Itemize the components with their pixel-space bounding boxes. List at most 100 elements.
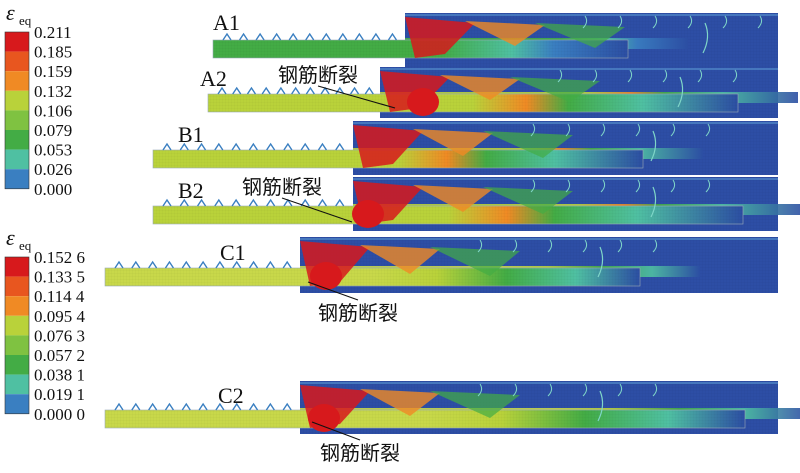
- legend-bottom-tick-label: 0.152 6: [34, 248, 85, 267]
- specimen-label: C2: [218, 383, 244, 408]
- legend-top-tick-label: 0.000: [34, 180, 72, 199]
- fracture-zone: [352, 200, 384, 228]
- specimen-label: C1: [220, 240, 246, 265]
- support-marker: [261, 86, 271, 95]
- legend-top-tick-label: 0.211: [34, 23, 72, 42]
- support-marker: [338, 32, 348, 41]
- support-marker: [181, 260, 191, 269]
- legend-bottom-tick-label: 0.076 3: [34, 326, 85, 345]
- support-marker: [232, 402, 242, 411]
- legend-top-subscript: eq: [19, 13, 32, 28]
- support-marker: [282, 260, 292, 269]
- support-marker: [300, 198, 310, 207]
- specimen-label: A1: [213, 10, 240, 35]
- legend-top-swatch: [5, 32, 29, 52]
- support-marker: [283, 142, 293, 151]
- specimen-label: B1: [178, 122, 204, 147]
- legend-bottom-swatch: [5, 374, 29, 395]
- support-marker: [215, 402, 225, 411]
- model-c2: C2 钢筋断裂: [104, 381, 800, 465]
- legend-bottom-swatch: [5, 276, 29, 297]
- support-marker: [305, 32, 315, 41]
- legend-top-swatch: [5, 110, 29, 130]
- legend-top-swatch: [5, 149, 29, 170]
- support-marker: [317, 142, 328, 151]
- legend-top-swatch: [5, 169, 29, 189]
- support-marker: [164, 402, 175, 411]
- legend-bottom-swatch: [5, 296, 29, 316]
- support-marker: [238, 32, 249, 41]
- support-marker: [387, 32, 398, 41]
- support-marker: [265, 402, 275, 411]
- support-marker: [131, 402, 141, 411]
- model-a1: A1: [212, 10, 778, 67]
- legend-top-tick-label: 0.185: [34, 43, 72, 62]
- legend-top-tick-label: 0.026: [34, 160, 72, 179]
- support-marker: [255, 32, 265, 41]
- legend-bottom-swatch: [5, 315, 29, 336]
- support-marker: [231, 142, 241, 151]
- support-marker: [215, 260, 225, 269]
- legend-top-swatch: [5, 130, 29, 150]
- fracture-leader-line: [307, 281, 359, 301]
- support-marker: [265, 260, 275, 269]
- support-marker: [335, 198, 345, 207]
- legend-top-tick-label: 0.106: [34, 101, 72, 120]
- support-marker: [164, 260, 175, 269]
- support-marker: [179, 198, 189, 207]
- fracture-label: 钢筋断裂: [278, 63, 358, 87]
- legend-bottom-subscript: eq: [19, 238, 32, 253]
- legend-bottom-tick-label: 0.114 4: [34, 287, 85, 306]
- support-marker: [148, 402, 158, 411]
- support-marker: [266, 198, 276, 207]
- legend-bottom-tick-label: 0.057 2: [34, 346, 85, 365]
- fracture-leader-line: [311, 421, 361, 441]
- support-marker: [248, 402, 259, 411]
- support-marker: [246, 86, 257, 95]
- support-marker: [131, 260, 141, 269]
- support-marker: [300, 142, 310, 151]
- legend-top-symbol: ε: [6, 0, 15, 25]
- support-marker: [288, 32, 298, 41]
- legend-bottom-swatch: [5, 355, 29, 375]
- support-marker: [349, 86, 360, 95]
- damage-zone: [353, 125, 423, 168]
- support-marker: [196, 142, 207, 151]
- fracture-zone: [310, 262, 342, 290]
- support-marker: [232, 86, 242, 95]
- model-c1: C1 钢筋断裂: [104, 237, 778, 325]
- support-marker: [248, 142, 258, 151]
- support-marker: [248, 260, 259, 269]
- support-marker: [214, 142, 224, 151]
- support-marker: [114, 260, 124, 269]
- legend-top-tick-label: 0.159: [34, 62, 72, 81]
- fracture-zone: [308, 404, 340, 432]
- support-marker: [232, 260, 242, 269]
- model-b1: B1: [152, 121, 778, 175]
- support-marker: [272, 32, 282, 41]
- fracture-label: 钢筋断裂: [320, 441, 400, 465]
- support-marker: [198, 402, 208, 411]
- support-marker: [198, 260, 208, 269]
- support-marker: [266, 142, 276, 151]
- legend-bottom-tick-label: 0.095 4: [34, 307, 86, 326]
- support-marker: [222, 32, 232, 41]
- support-marker: [162, 142, 172, 151]
- specimen-label: A2: [200, 66, 227, 91]
- legend-bottom-swatch: [5, 335, 29, 355]
- fracture-leader-line: [281, 197, 353, 223]
- model-b2: B2 钢筋断裂: [152, 175, 800, 231]
- support-marker: [364, 86, 374, 95]
- fracture-label: 钢筋断裂: [318, 301, 398, 325]
- legend-bottom: ε eq0.152 60.133 50.114 40.095 40.076 30.…: [4, 225, 86, 424]
- support-marker: [231, 198, 241, 207]
- legend-bottom-swatch: [5, 257, 29, 277]
- legend-bottom-tick-label: 0.038 1: [34, 366, 85, 385]
- support-marker: [214, 198, 224, 207]
- legend-top-swatch: [5, 90, 29, 111]
- legend-top-swatch: [5, 71, 29, 91]
- support-marker: [148, 260, 158, 269]
- support-marker: [248, 198, 258, 207]
